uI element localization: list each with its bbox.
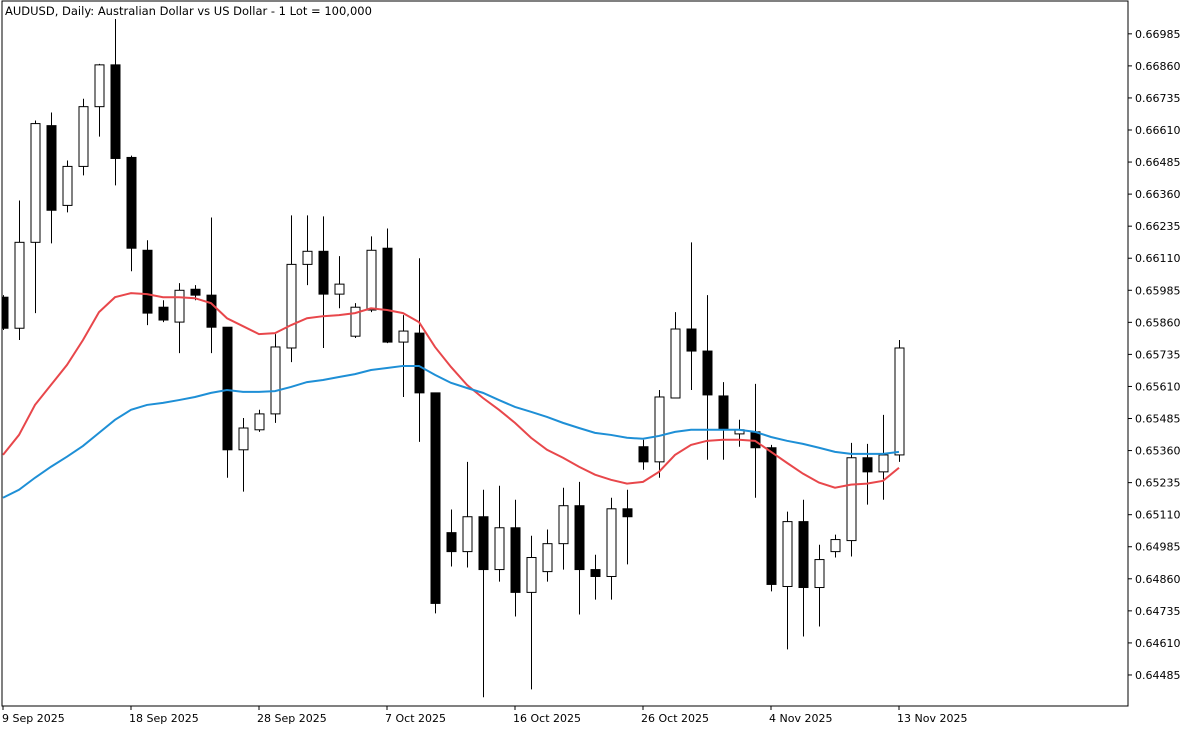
- candle-body: [254, 413, 265, 431]
- candle-body: [622, 508, 633, 518]
- candle-body: [78, 106, 89, 167]
- candle-body: [446, 532, 457, 553]
- candle-body: [270, 346, 281, 415]
- candle-body: [334, 283, 345, 295]
- candle-body: [782, 521, 793, 587]
- y-tick-label: 0.66860: [1135, 60, 1181, 73]
- candle-body: [862, 457, 873, 473]
- candle-body: [174, 289, 185, 323]
- candle-body: [302, 250, 313, 265]
- candle-body: [94, 64, 105, 108]
- candle-body: [638, 446, 649, 463]
- candle-body: [654, 396, 665, 463]
- candle-body: [414, 332, 425, 394]
- x-tick-label: 18 Sep 2025: [129, 712, 199, 725]
- candle-body: [894, 347, 905, 456]
- candle-body: [286, 263, 297, 349]
- candle-body: [670, 328, 681, 399]
- candle-body: [798, 521, 809, 589]
- chart-title: AUDUSD, Daily: Australian Dollar vs US D…: [5, 4, 372, 18]
- candle-body: [718, 395, 729, 431]
- candle-body: [478, 516, 489, 571]
- x-tick-label: 4 Nov 2025: [769, 712, 832, 725]
- candle-body: [686, 328, 697, 352]
- candle-body: [430, 392, 441, 604]
- x-tick-label: 9 Sep 2025: [2, 712, 65, 725]
- plot-area: [2, 18, 905, 698]
- candle-body: [382, 247, 393, 343]
- y-tick-label: 0.66235: [1135, 220, 1181, 233]
- candle-body: [510, 527, 521, 593]
- y-tick-label: 0.66360: [1135, 188, 1181, 201]
- y-tick-label: 0.64485: [1135, 669, 1181, 682]
- candle-body: [158, 306, 169, 321]
- candle-body: [590, 569, 601, 577]
- candle-body: [606, 508, 617, 577]
- candle-body: [318, 250, 329, 295]
- candle-body: [702, 350, 713, 396]
- y-tick-label: 0.65235: [1135, 477, 1181, 490]
- plot-frame: [1, 0, 1129, 707]
- candle-body: [206, 294, 217, 328]
- candle-body: [526, 557, 537, 593]
- y-tick-label: 0.66110: [1135, 252, 1181, 265]
- candle-body: [190, 288, 201, 296]
- x-tick-label: 16 Oct 2025: [513, 712, 581, 725]
- y-tick-label: 0.65110: [1135, 509, 1181, 522]
- y-tick-label: 0.64735: [1135, 605, 1181, 618]
- y-tick-label: 0.65360: [1135, 445, 1181, 458]
- candle-body: [126, 156, 137, 249]
- candle-body: [14, 241, 25, 329]
- y-tick-label: 0.66985: [1135, 28, 1181, 41]
- x-tick-label: 7 Oct 2025: [385, 712, 446, 725]
- candle-body: [238, 427, 249, 451]
- ma-line: [2, 292, 900, 489]
- y-tick-label: 0.64985: [1135, 541, 1181, 554]
- candle-body: [46, 125, 57, 211]
- y-tick-label: 0.65610: [1135, 380, 1181, 393]
- candle-body: [574, 505, 585, 571]
- y-tick-label: 0.64610: [1135, 637, 1181, 650]
- candle-body: [878, 454, 889, 473]
- y-tick-label: 0.65485: [1135, 413, 1181, 426]
- x-tick-label: 13 Nov 2025: [897, 712, 967, 725]
- candle-body: [366, 249, 377, 311]
- candle-body: [542, 543, 553, 573]
- y-tick-label: 0.65860: [1135, 316, 1181, 329]
- candle-body: [350, 306, 361, 337]
- candle-body: [830, 539, 841, 553]
- y-tick-label: 0.65985: [1135, 284, 1181, 297]
- y-tick-label: 0.66485: [1135, 156, 1181, 169]
- y-tick-label: 0.64860: [1135, 573, 1181, 586]
- candle-body: [558, 505, 569, 545]
- candle-body: [398, 330, 409, 343]
- candle-body: [766, 447, 777, 585]
- y-tick-label: 0.65735: [1135, 348, 1181, 361]
- candle-body: [110, 64, 121, 159]
- candle-body: [462, 516, 473, 553]
- candle-body: [142, 249, 153, 314]
- candle-body: [222, 326, 233, 451]
- candle-body: [62, 165, 73, 206]
- ma-line: [2, 364, 900, 499]
- candle-body: [494, 527, 505, 571]
- y-tick-label: 0.66735: [1135, 92, 1181, 105]
- candle-body: [846, 457, 857, 542]
- candle-body: [814, 559, 825, 589]
- x-tick-label: 26 Oct 2025: [641, 712, 709, 725]
- candle-body: [2, 296, 9, 329]
- x-tick-label: 28 Sep 2025: [257, 712, 327, 725]
- candle-body: [30, 123, 41, 243]
- y-tick-label: 0.66610: [1135, 124, 1181, 137]
